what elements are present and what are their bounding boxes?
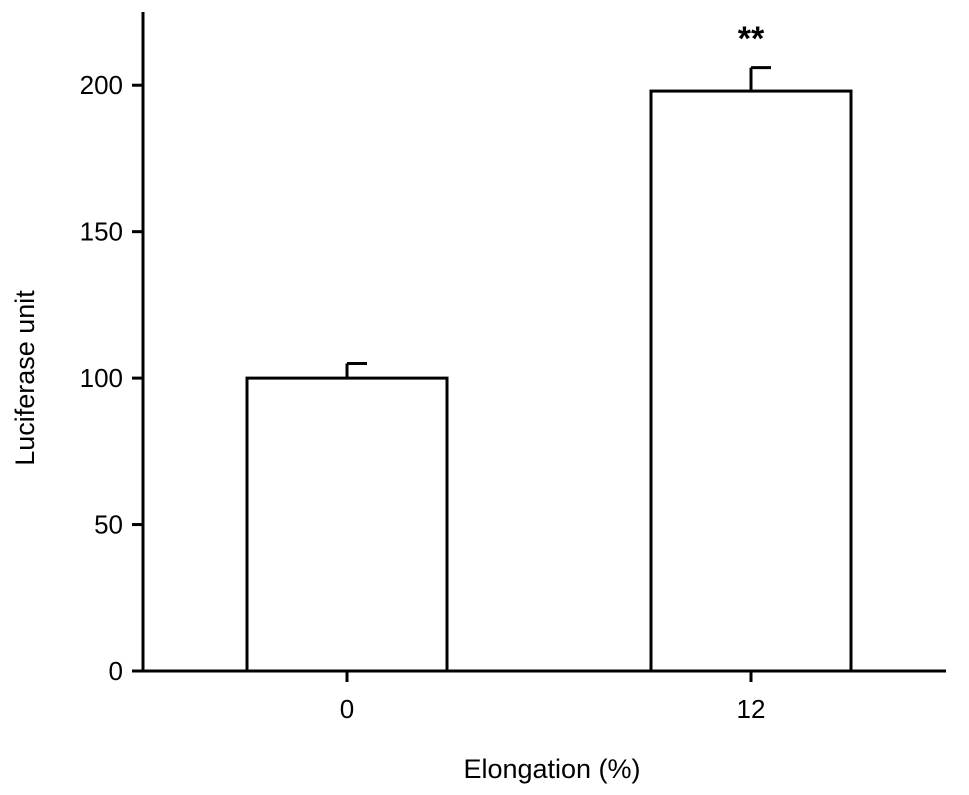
- y-tick-label: 100: [80, 363, 123, 393]
- plot-area: 0 50 100 150 200 0 12 **: [80, 12, 946, 724]
- x-tick-label: 12: [737, 694, 766, 724]
- bar-12: [649, 89, 853, 673]
- bar-0: [245, 376, 449, 673]
- significance-annotation: **: [738, 20, 765, 58]
- y-tick-label: 150: [80, 217, 123, 247]
- y-tick-label: 0: [109, 656, 123, 686]
- y-tick-label: 50: [94, 510, 123, 540]
- y-tick-label: 200: [80, 70, 123, 100]
- x-tick-label: 0: [340, 694, 354, 724]
- y-axis-title: Luciferase unit: [10, 290, 40, 466]
- x-axis-title: Elongation (%): [463, 754, 640, 784]
